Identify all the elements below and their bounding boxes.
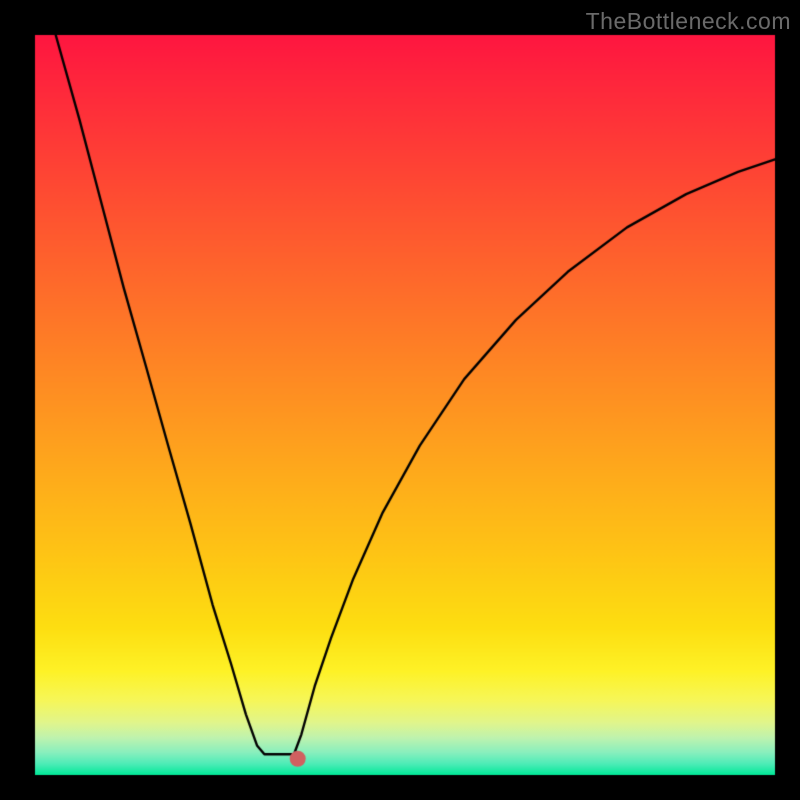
watermark-text: TheBottleneck.com — [586, 8, 791, 35]
bottleneck-chart — [0, 0, 800, 800]
